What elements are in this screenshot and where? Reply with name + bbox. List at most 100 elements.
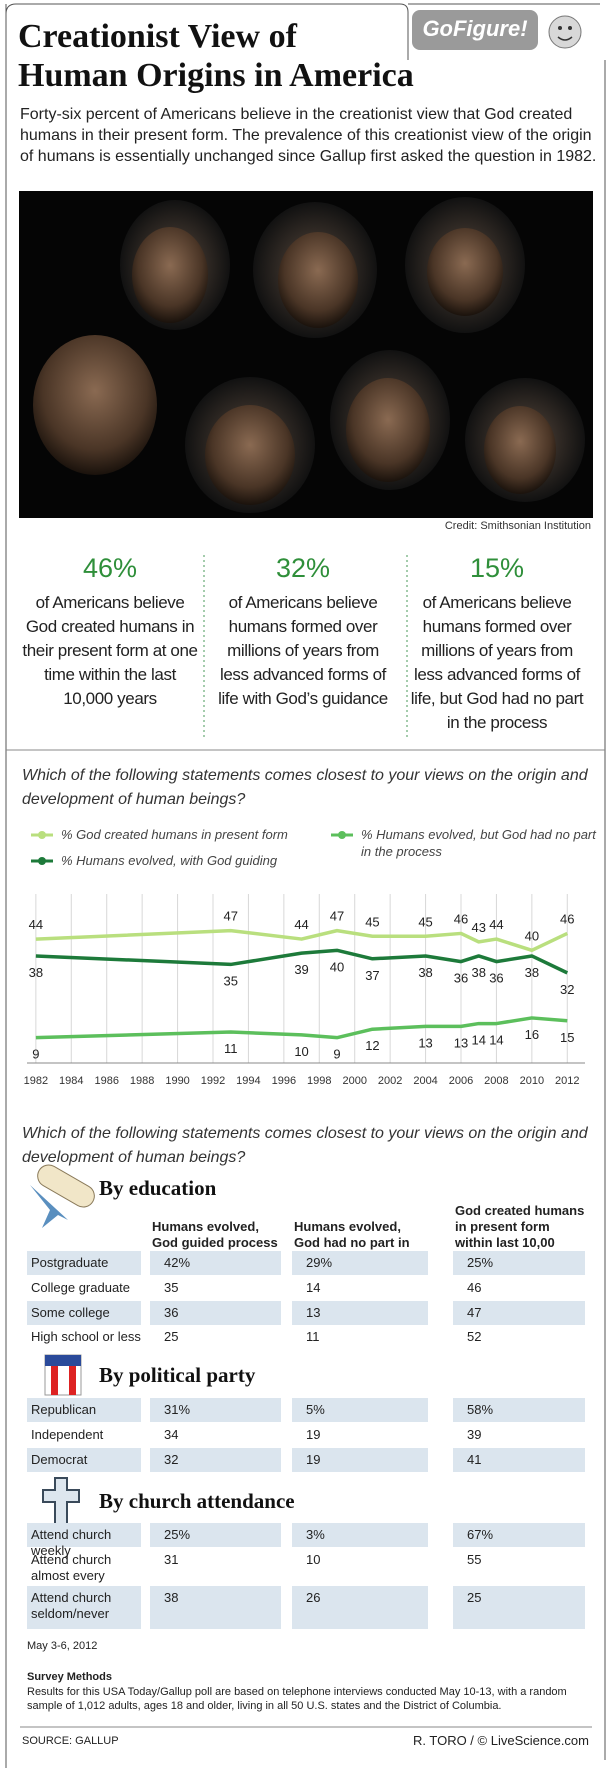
logo-eye [558,26,562,30]
stat-value: 15% [469,553,525,583]
frame [5,3,600,1768]
table-cell: 26 [292,1586,428,1629]
x-tick-label: 1994 [236,1075,260,1087]
row-label: Attend church seldom/never [27,1586,141,1629]
table-cell: 58% [453,1398,585,1422]
x-tick-label: 1992 [201,1075,225,1087]
group-title: By education [99,1176,217,1200]
table-cell: 25% [150,1523,281,1547]
table-cell: 14 [306,1280,321,1295]
column-header: Humans evolved, God had no part in proce… [294,1219,410,1266]
credit: R. TORO / © LiveScience.com [413,1733,589,1748]
table-cell: 11 [306,1329,320,1344]
legend-swatch [38,831,46,839]
table-cell: 13 [292,1301,428,1325]
photo-credit: Credit: Smithsonian Institution [444,520,591,532]
source: SOURCE: GALLUP [22,1735,119,1747]
stat-value: 32% [275,553,331,583]
data-label: 10 [294,1044,308,1059]
x-tick-label: 2000 [342,1075,366,1087]
table-cell: 35 [164,1280,179,1295]
data-label: 46 [560,911,574,926]
poll-date: May 3-6, 2012 [27,1640,98,1652]
x-tick-label: 1990 [165,1075,189,1087]
table-cell: 31 [164,1552,179,1567]
data-label: 44 [29,917,43,932]
table-cell: 39 [467,1427,482,1442]
logo-smile [557,36,573,41]
photo-faces [33,197,585,513]
legend-swatch [38,857,46,865]
data-label: 39 [294,962,308,977]
table-cell: 19 [306,1427,321,1442]
x-tick-label: 1988 [130,1075,154,1087]
data-label: 14 [471,1033,485,1048]
data-label: 16 [525,1027,539,1042]
data-label: 14 [489,1033,503,1048]
group-title: By political party [99,1363,256,1387]
row-label: Attend church weekly [27,1523,141,1558]
row-label: College graduate [31,1280,131,1295]
table-cell: 19 [292,1448,428,1472]
table-cell: 47 [453,1301,585,1325]
row-label: Some college [27,1301,141,1325]
logo: GoFigure! [422,16,528,41]
scroll-icon [30,1164,95,1228]
methods-text: Results for this USA Today/Gallup poll a… [27,1686,567,1712]
methods-title: Survey Methods [27,1671,112,1683]
cross-icon [42,1477,80,1527]
table-cell: 41 [453,1448,585,1472]
chart-title: Which of the following statements comes … [22,767,588,808]
data-label: 12 [365,1038,379,1053]
stat-value: 46% [82,553,138,583]
legend-entry: % Humans evolved, with God guiding [61,853,278,868]
series-line [35,948,569,975]
table-cell: 29% [292,1251,428,1275]
data-label: 38 [525,965,539,980]
x-tick-label: 2010 [520,1075,544,1087]
stat-text: of Americans believe humans formed over … [218,593,388,708]
logo-face [548,15,582,49]
data-label: 47 [330,909,344,924]
data-label: 13 [418,1035,432,1050]
table-cell: 3% [292,1523,428,1547]
row-label: Democrat [27,1448,141,1472]
column-header: Humans evolved, God guided process [152,1219,278,1250]
x-tick-label: 1998 [307,1075,331,1087]
x-tick-label: 2008 [484,1075,508,1087]
row-label: Republican [27,1398,141,1422]
table-cell: 36 [150,1301,281,1325]
table-cell: 5% [292,1398,428,1422]
legend-entry: % Humans evolved, but God had no part in… [361,827,596,859]
logo-eye [568,26,572,30]
row-label: Independent [31,1427,104,1442]
data-label: 36 [454,971,468,986]
x-tick-label: 1986 [94,1075,118,1087]
data-label: 13 [454,1035,468,1050]
x-tick-label: 2006 [449,1075,473,1087]
table-cell: 32 [150,1448,281,1472]
series-line [35,1016,568,1040]
data-label: 38 [418,965,432,980]
data-label: 44 [489,917,503,932]
intro: Forty-six percent of Americans believe i… [20,106,597,165]
data-label: 9 [333,1047,340,1062]
data-label: 47 [223,909,237,924]
x-tick-label: 1984 [59,1075,83,1087]
legend-entry: % God created humans in present form [61,827,288,842]
x-tick-label: 1996 [272,1075,296,1087]
series-line [35,928,569,953]
x-tick-label: 2012 [555,1075,579,1087]
table-cell: 38 [150,1586,281,1629]
row-label: High school or less [31,1329,141,1344]
data-label: 38 [471,965,485,980]
table-cell: 46 [467,1280,482,1295]
table-cell: 10 [306,1552,321,1567]
table-cell: 31% [150,1398,281,1422]
stat-text: of Americans believe humans formed over … [410,593,584,732]
flag-icon [44,1354,82,1396]
data-label: 9 [32,1047,39,1062]
table-cell: 67% [453,1523,585,1547]
table-question: Which of the following statements comes … [22,1125,588,1166]
data-label: 43 [471,920,485,935]
